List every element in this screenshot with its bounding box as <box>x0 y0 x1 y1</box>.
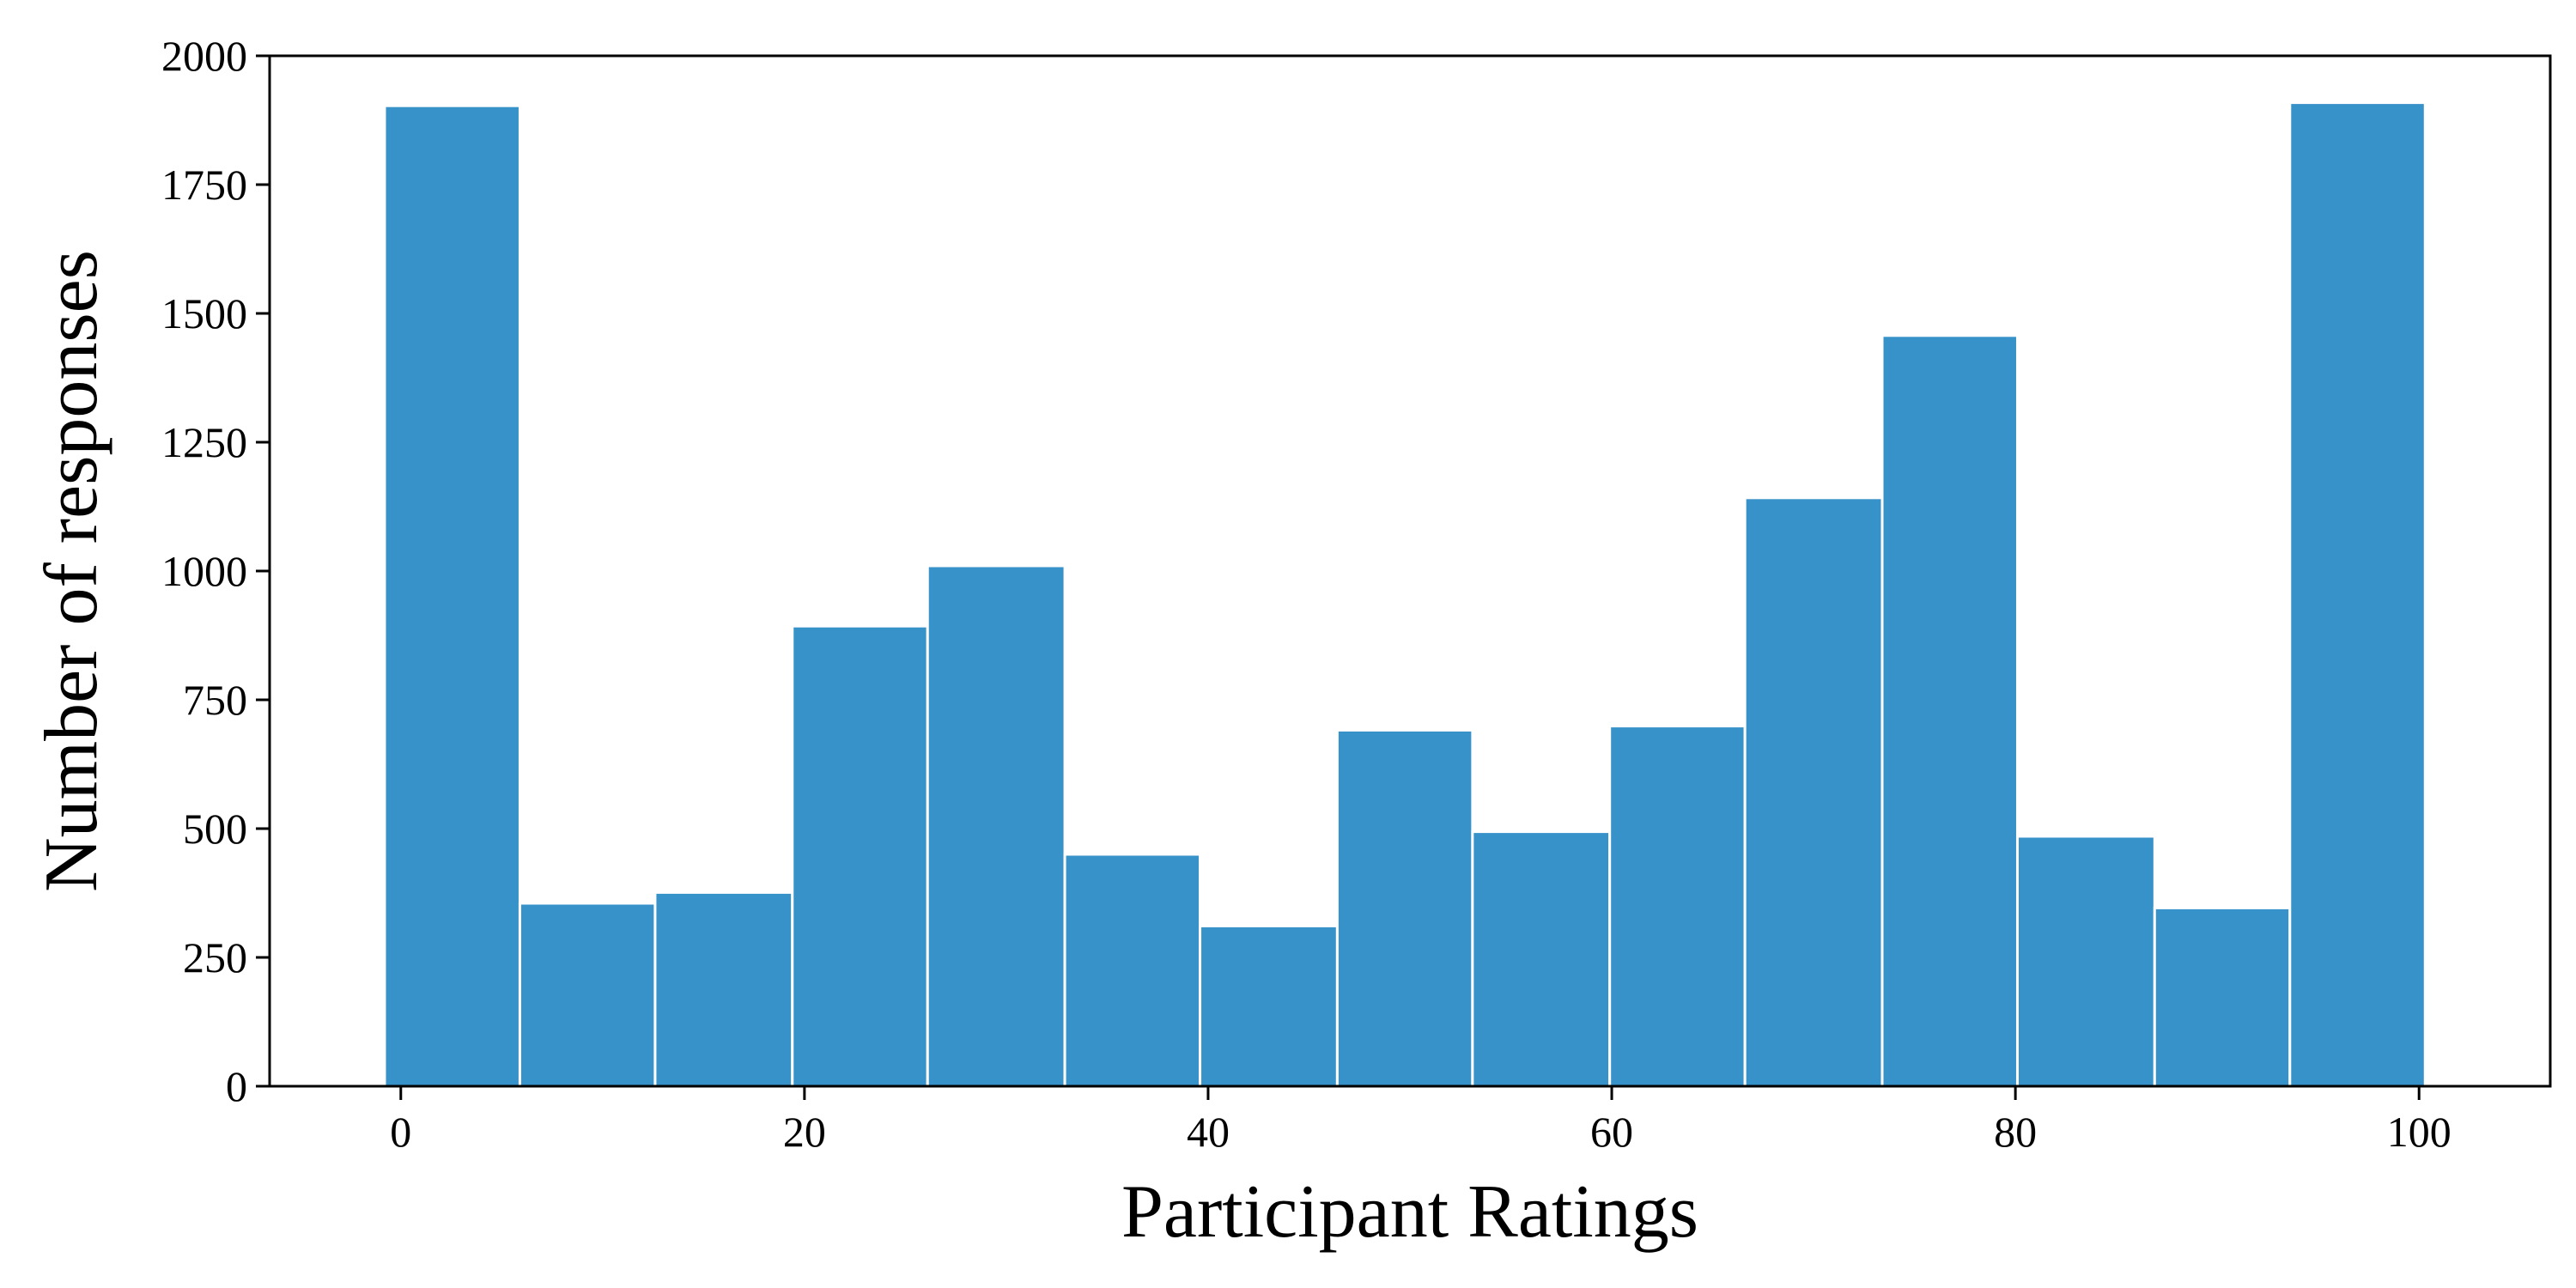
histogram-bar-13 <box>2153 906 2292 1088</box>
y-tick-label: 1500 <box>161 289 247 337</box>
x-tick-label: 80 <box>1994 1108 2037 1156</box>
histogram-bar-9 <box>1608 725 1747 1088</box>
histogram-bar-7 <box>1335 728 1474 1088</box>
x-axis: 0 20 40 60 80 100 <box>390 1086 2451 1156</box>
x-axis-title: Participant Ratings <box>1121 1170 1698 1254</box>
x-tick-label: 40 <box>1187 1108 1230 1156</box>
x-tick-label: 20 <box>783 1108 826 1156</box>
y-tick-label: 750 <box>183 676 247 724</box>
histogram-bar-6 <box>1199 924 1339 1088</box>
y-tick-label: 0 <box>226 1062 247 1110</box>
x-tick-label: 100 <box>2387 1108 2451 1156</box>
histogram-bar-0 <box>383 104 521 1088</box>
histogram-bar-5 <box>1063 853 1202 1088</box>
histogram-bar-8 <box>1471 830 1612 1088</box>
y-tick-label: 500 <box>183 805 247 853</box>
y-tick-label: 2000 <box>161 32 247 80</box>
histogram-bar-11 <box>1880 334 2019 1088</box>
x-tick-label: 0 <box>390 1108 411 1156</box>
histogram-bar-3 <box>791 624 929 1088</box>
bars-group <box>383 101 2427 1088</box>
y-axis: 0 250 500 750 1000 1250 1500 1750 2000 <box>161 32 270 1110</box>
y-tick-label: 250 <box>183 933 247 981</box>
histogram-bar-10 <box>1743 496 1884 1088</box>
y-tick-label: 1750 <box>161 161 247 209</box>
y-tick-label: 1000 <box>161 547 247 595</box>
histogram-bar-2 <box>653 890 794 1088</box>
histogram-bar-1 <box>518 902 657 1088</box>
y-axis-title: Number of responses <box>30 250 113 892</box>
x-tick-label: 60 <box>1590 1108 1633 1156</box>
y-tick-label: 1250 <box>161 418 247 466</box>
histogram-bar-4 <box>926 564 1066 1088</box>
histogram-bar-12 <box>2015 835 2156 1088</box>
histogram-bar-14 <box>2288 101 2427 1088</box>
